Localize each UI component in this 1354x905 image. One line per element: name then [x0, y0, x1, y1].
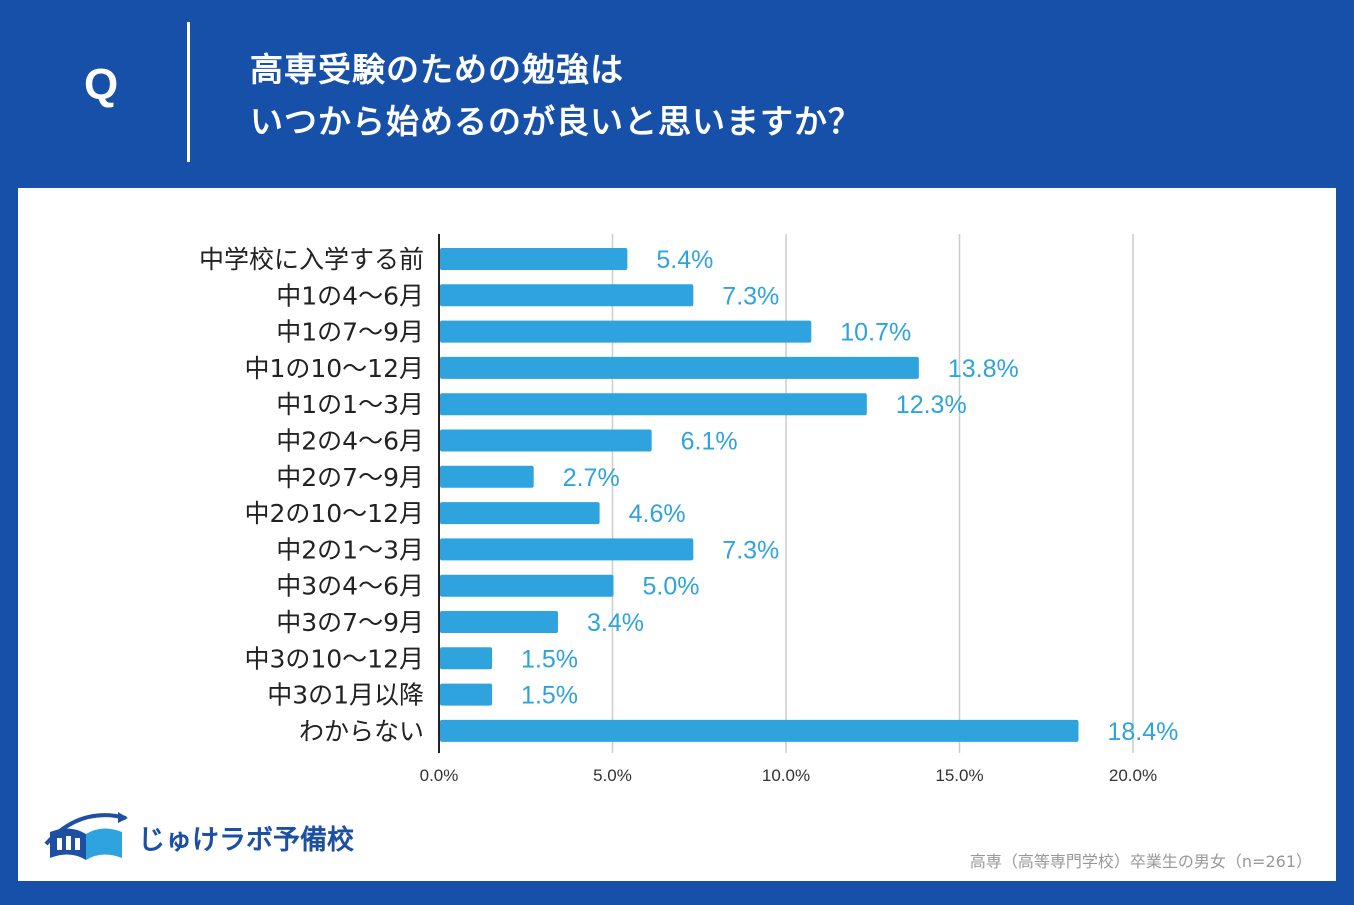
category-label-13: わからない [299, 717, 424, 746]
bar-4 [440, 393, 867, 416]
value-label-13: 18.4% [1107, 718, 1178, 746]
category-label-4: 中1の1〜3月 [276, 390, 424, 419]
sample-footnote: 高専（高等専門学校）卒業生の男女（n=261） [969, 852, 1312, 871]
bar-3 [440, 356, 919, 379]
value-label-5: 6.1% [681, 428, 738, 456]
bar-2 [440, 320, 812, 343]
category-label-6: 中2の7〜9月 [276, 463, 424, 492]
value-label-4: 12.3% [896, 391, 967, 419]
x-tick-label-2: 10.0% [762, 766, 810, 785]
category-label-2: 中1の7〜9月 [276, 318, 424, 347]
logo-text: じゅけラボ予備校 [138, 824, 354, 856]
chart-panel: 中学校に入学する前 中1の4〜6月 中1の7〜9月 中1の10〜12月 中1の1〜3月中… [18, 188, 1336, 881]
bars [440, 248, 1079, 742]
bar-6 [440, 465, 534, 488]
category-label-12: 中3の1月以降 [267, 681, 424, 710]
bar-12 [440, 683, 493, 706]
value-label-12: 1.5% [521, 682, 578, 710]
value-label-3: 13.8% [948, 355, 1019, 383]
bar-chart: 中学校に入学する前中1の4〜6月中1の7〜9月中1の10〜12月中1の1〜3月中… [199, 234, 1178, 785]
bar-1 [440, 284, 694, 307]
bar-11 [440, 647, 493, 670]
logo: じゅけラボ予備校 [40, 810, 354, 864]
value-label-9: 5.0% [643, 573, 700, 601]
header-divider [187, 22, 190, 162]
x-tick-label-3: 15.0% [935, 766, 983, 785]
value-label-2: 10.7% [840, 319, 911, 347]
question-mark-letter: Q [84, 60, 119, 109]
category-label-1: 中1の4〜6月 [276, 281, 424, 310]
value-label-8: 7.3% [722, 536, 779, 564]
category-label-5: 中2の4〜6月 [276, 427, 424, 456]
bar-9 [440, 574, 614, 597]
value-label-7: 4.6% [629, 500, 686, 528]
value-label-0: 5.4% [656, 246, 713, 274]
x-tick-label-1: 5.0% [593, 766, 632, 785]
bar-13 [440, 719, 1079, 742]
category-label-0: 中学校に入学する前 [199, 245, 424, 274]
category-label-7: 中2の10〜12月 [244, 499, 424, 528]
value-labels: 5.4% 7.3% 10.7% 13.8% 12.3% 6.1% 2.7% 4.6% 7.3% 5… [521, 246, 1178, 746]
value-label-1: 7.3% [722, 282, 779, 310]
value-label-10: 3.4% [587, 609, 644, 637]
book-logo-icon [44, 812, 128, 860]
bar-10 [440, 611, 558, 633]
gridlines [611, 234, 1134, 753]
question-title-line-2: いつから始めるのが良いと思いますか？ [250, 102, 862, 141]
x-tick-label-4: 20.0% [1109, 766, 1157, 785]
category-labels: 中学校に入学する前中1の4〜6月中1の7〜9月中1の10〜12月中1の1〜3月中… [199, 245, 424, 746]
value-label-6: 2.7% [563, 464, 620, 492]
question-title-line-1: 高専受験のための勉強は [250, 50, 624, 89]
value-label-11: 1.5% [521, 645, 578, 673]
category-label-11: 中3の10〜12月 [244, 644, 424, 673]
category-label-9: 中3の4〜6月 [276, 572, 424, 601]
category-label-10: 中3の7〜9月 [276, 608, 424, 637]
bar-8 [440, 538, 694, 561]
bar-5 [440, 429, 652, 452]
question-title: 高専受験のための勉強は いつから始めるのが良いと思いますか？ [250, 44, 862, 148]
x-axis-ticks: 0.0% 5.0% 10.0% 15.0% 20.0% [420, 766, 1157, 785]
bar-0 [440, 248, 628, 270]
x-tick-label-0: 0.0% [420, 766, 459, 785]
category-label-3: 中1の10〜12月 [244, 354, 424, 383]
category-label-8: 中2の1〜3月 [276, 535, 424, 564]
bar-7 [440, 502, 600, 525]
